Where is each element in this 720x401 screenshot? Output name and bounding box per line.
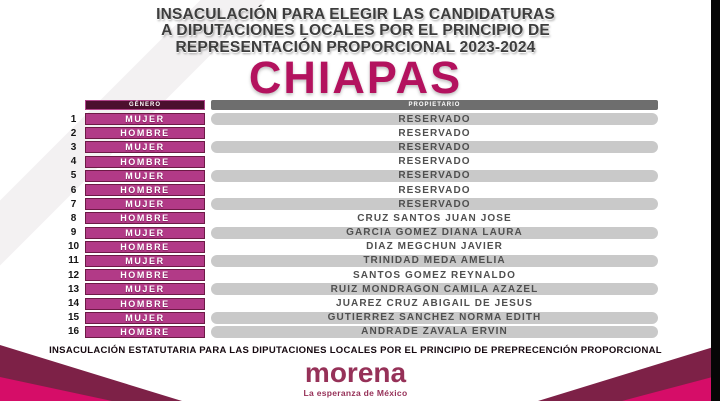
row-number: 3 [70, 141, 77, 153]
gender-cell: HOMBRE [85, 297, 205, 310]
column-header-propietario: PROPIETARIO [211, 100, 658, 110]
table-row: 10 HOMBRE DIAZ MEGCHUN JAVIER [62, 240, 658, 254]
row-number: 14 [67, 298, 80, 310]
gender-cell: HOMBRE [85, 325, 205, 338]
propietario-name: GUTIERREZ SANCHEZ NORMA EDITH [327, 312, 542, 324]
propietario-cell: GARCIA GOMEZ DIANA LAURA [211, 226, 658, 239]
propietario-name: RESERVADO [398, 170, 471, 182]
propietario-name: RESERVADO [398, 184, 471, 196]
row-number: 4 [70, 156, 77, 168]
title-line-2: A DIPUTACIONES LOCALES POR EL PRINCIPIO … [161, 22, 550, 40]
table-row: 16 HOMBRE ANDRADE ZAVALA ERVIN [62, 325, 658, 339]
gender-cell: MUJER [85, 254, 205, 267]
gender-cell: MUJER [85, 141, 205, 154]
propietario-cell: RESERVADO [211, 127, 658, 139]
propietario-cell: RESERVADO [211, 198, 658, 211]
propietario-name: RESERVADO [398, 127, 471, 139]
propietario-cell: ANDRADE ZAVALA ERVIN [211, 325, 658, 338]
gender-cell: MUJER [85, 311, 205, 324]
row-number: 2 [70, 127, 77, 139]
propietario-cell: RUIZ MONDRAGON CAMILA AZAZEL [211, 283, 658, 296]
title-line-1: INSACULACIÓN PARA ELEGIR LAS CANDIDATURA… [156, 6, 555, 23]
morena-tagline: La esperanza de México [303, 388, 408, 398]
table-row: 14 HOMBRE JUAREZ CRUZ ABIGAIL DE JESUS [62, 296, 658, 310]
gender-cell: HOMBRE [85, 155, 205, 168]
propietario-cell: RESERVADO [211, 184, 658, 196]
propietario-cell: RESERVADO [211, 156, 658, 168]
table-row: 9 MUJER GARCIA GOMEZ DIANA LAURA [62, 226, 658, 240]
propietario-name: CRUZ SANTOS JUAN JOSE [357, 212, 512, 224]
table-row: 3 MUJER RESERVADO [62, 140, 658, 154]
propietario-name: DIAZ MEGCHUN JAVIER [366, 241, 503, 253]
gender-cell: HOMBRE [85, 127, 205, 140]
propietario-name: RESERVADO [398, 156, 471, 168]
row-number: 11 [68, 255, 79, 267]
gender-cell: HOMBRE [85, 184, 205, 197]
table-row: 6 HOMBRE RESERVADO [62, 183, 658, 197]
table-row: 7 MUJER RESERVADO [62, 197, 658, 211]
gender-cell: MUJER [85, 198, 205, 211]
row-number: 10 [67, 241, 80, 253]
row-number: 5 [70, 170, 77, 182]
title-line-3: REPRESENTACIÓN PROPORCIONAL 2023-2024 [175, 38, 536, 56]
gender-cell: HOMBRE [85, 240, 205, 253]
propietario-cell: RESERVADO [211, 113, 658, 126]
footer-note: INSACULACIÓN ESTATUTARIA PARA LAS DIPUTA… [49, 345, 662, 356]
row-number: 16 [67, 326, 80, 338]
morena-logo: morena La esperanza de México [0, 357, 711, 399]
table-row: 1 MUJER RESERVADO [62, 112, 658, 126]
propietario-cell: RESERVADO [211, 141, 658, 154]
table-row: 12 HOMBRE SANTOS GOMEZ REYNALDO [62, 268, 658, 282]
gender-cell: MUJER [85, 169, 205, 182]
propietario-cell: SANTOS GOMEZ REYNALDO [211, 269, 658, 281]
column-header-genero: GÉNERO [85, 100, 205, 110]
gender-cell: MUJER [85, 226, 205, 239]
propietario-name: RUIZ MONDRAGON CAMILA AZAZEL [330, 283, 539, 295]
propietario-name: SANTOS GOMEZ REYNALDO [353, 269, 516, 281]
row-number: 12 [67, 269, 80, 281]
propietario-cell: TRINIDAD MEDA AMELIA [211, 254, 658, 267]
row-number: 7 [70, 198, 77, 210]
propietario-cell: GUTIERREZ SANCHEZ NORMA EDITH [211, 311, 658, 324]
propietario-name: RESERVADO [398, 113, 471, 125]
page-title: INSACULACIÓN PARA ELEGIR LAS CANDIDATURA… [0, 6, 711, 56]
row-number: 8 [70, 212, 77, 224]
row-number: 9 [70, 227, 77, 239]
gender-cell: MUJER [85, 113, 205, 126]
propietario-name: TRINIDAD MEDA AMELIA [363, 255, 506, 267]
propietario-name: ANDRADE ZAVALA ERVIN [361, 326, 508, 338]
propietario-name: JUAREZ CRUZ ABIGAIL DE JESUS [336, 298, 533, 310]
propietario-name: RESERVADO [398, 198, 471, 210]
propietario-cell: DIAZ MEGCHUN JAVIER [211, 241, 658, 253]
row-number: 1 [70, 113, 77, 125]
table-row: 8 HOMBRE CRUZ SANTOS JUAN JOSE [62, 211, 658, 225]
candidates-table: GÉNERO PROPIETARIO 1 MUJER RESERVADO 2 H… [62, 100, 658, 339]
gender-cell: MUJER [85, 283, 205, 296]
table-row: 11 MUJER TRINIDAD MEDA AMELIA [62, 254, 658, 268]
state-title: CHIAPAS [248, 52, 463, 103]
gender-cell: HOMBRE [85, 212, 205, 225]
propietario-cell: RESERVADO [211, 169, 658, 182]
propietario-cell: JUAREZ CRUZ ABIGAIL DE JESUS [211, 298, 658, 310]
morena-wordmark: morena [304, 357, 407, 388]
row-number: 6 [70, 184, 77, 196]
screen-edge-black-strip [711, 0, 720, 401]
table-row: 2 HOMBRE RESERVADO [62, 126, 658, 140]
row-number: 13 [67, 283, 80, 295]
propietario-name: RESERVADO [398, 141, 471, 153]
gender-cell: HOMBRE [85, 269, 205, 282]
table-header-row: GÉNERO PROPIETARIO [62, 100, 658, 110]
table-row: 15 MUJER GUTIERREZ SANCHEZ NORMA EDITH [62, 311, 658, 325]
table-row: 4 HOMBRE RESERVADO [62, 155, 658, 169]
row-number: 15 [67, 312, 80, 324]
table-row: 13 MUJER RUIZ MONDRAGON CAMILA AZAZEL [62, 282, 658, 296]
table-body: 1 MUJER RESERVADO 2 HOMBRE RESERVADO 3 M… [62, 112, 658, 339]
propietario-cell: CRUZ SANTOS JUAN JOSE [211, 212, 658, 224]
table-row: 5 MUJER RESERVADO [62, 169, 658, 183]
propietario-name: GARCIA GOMEZ DIANA LAURA [346, 227, 523, 239]
